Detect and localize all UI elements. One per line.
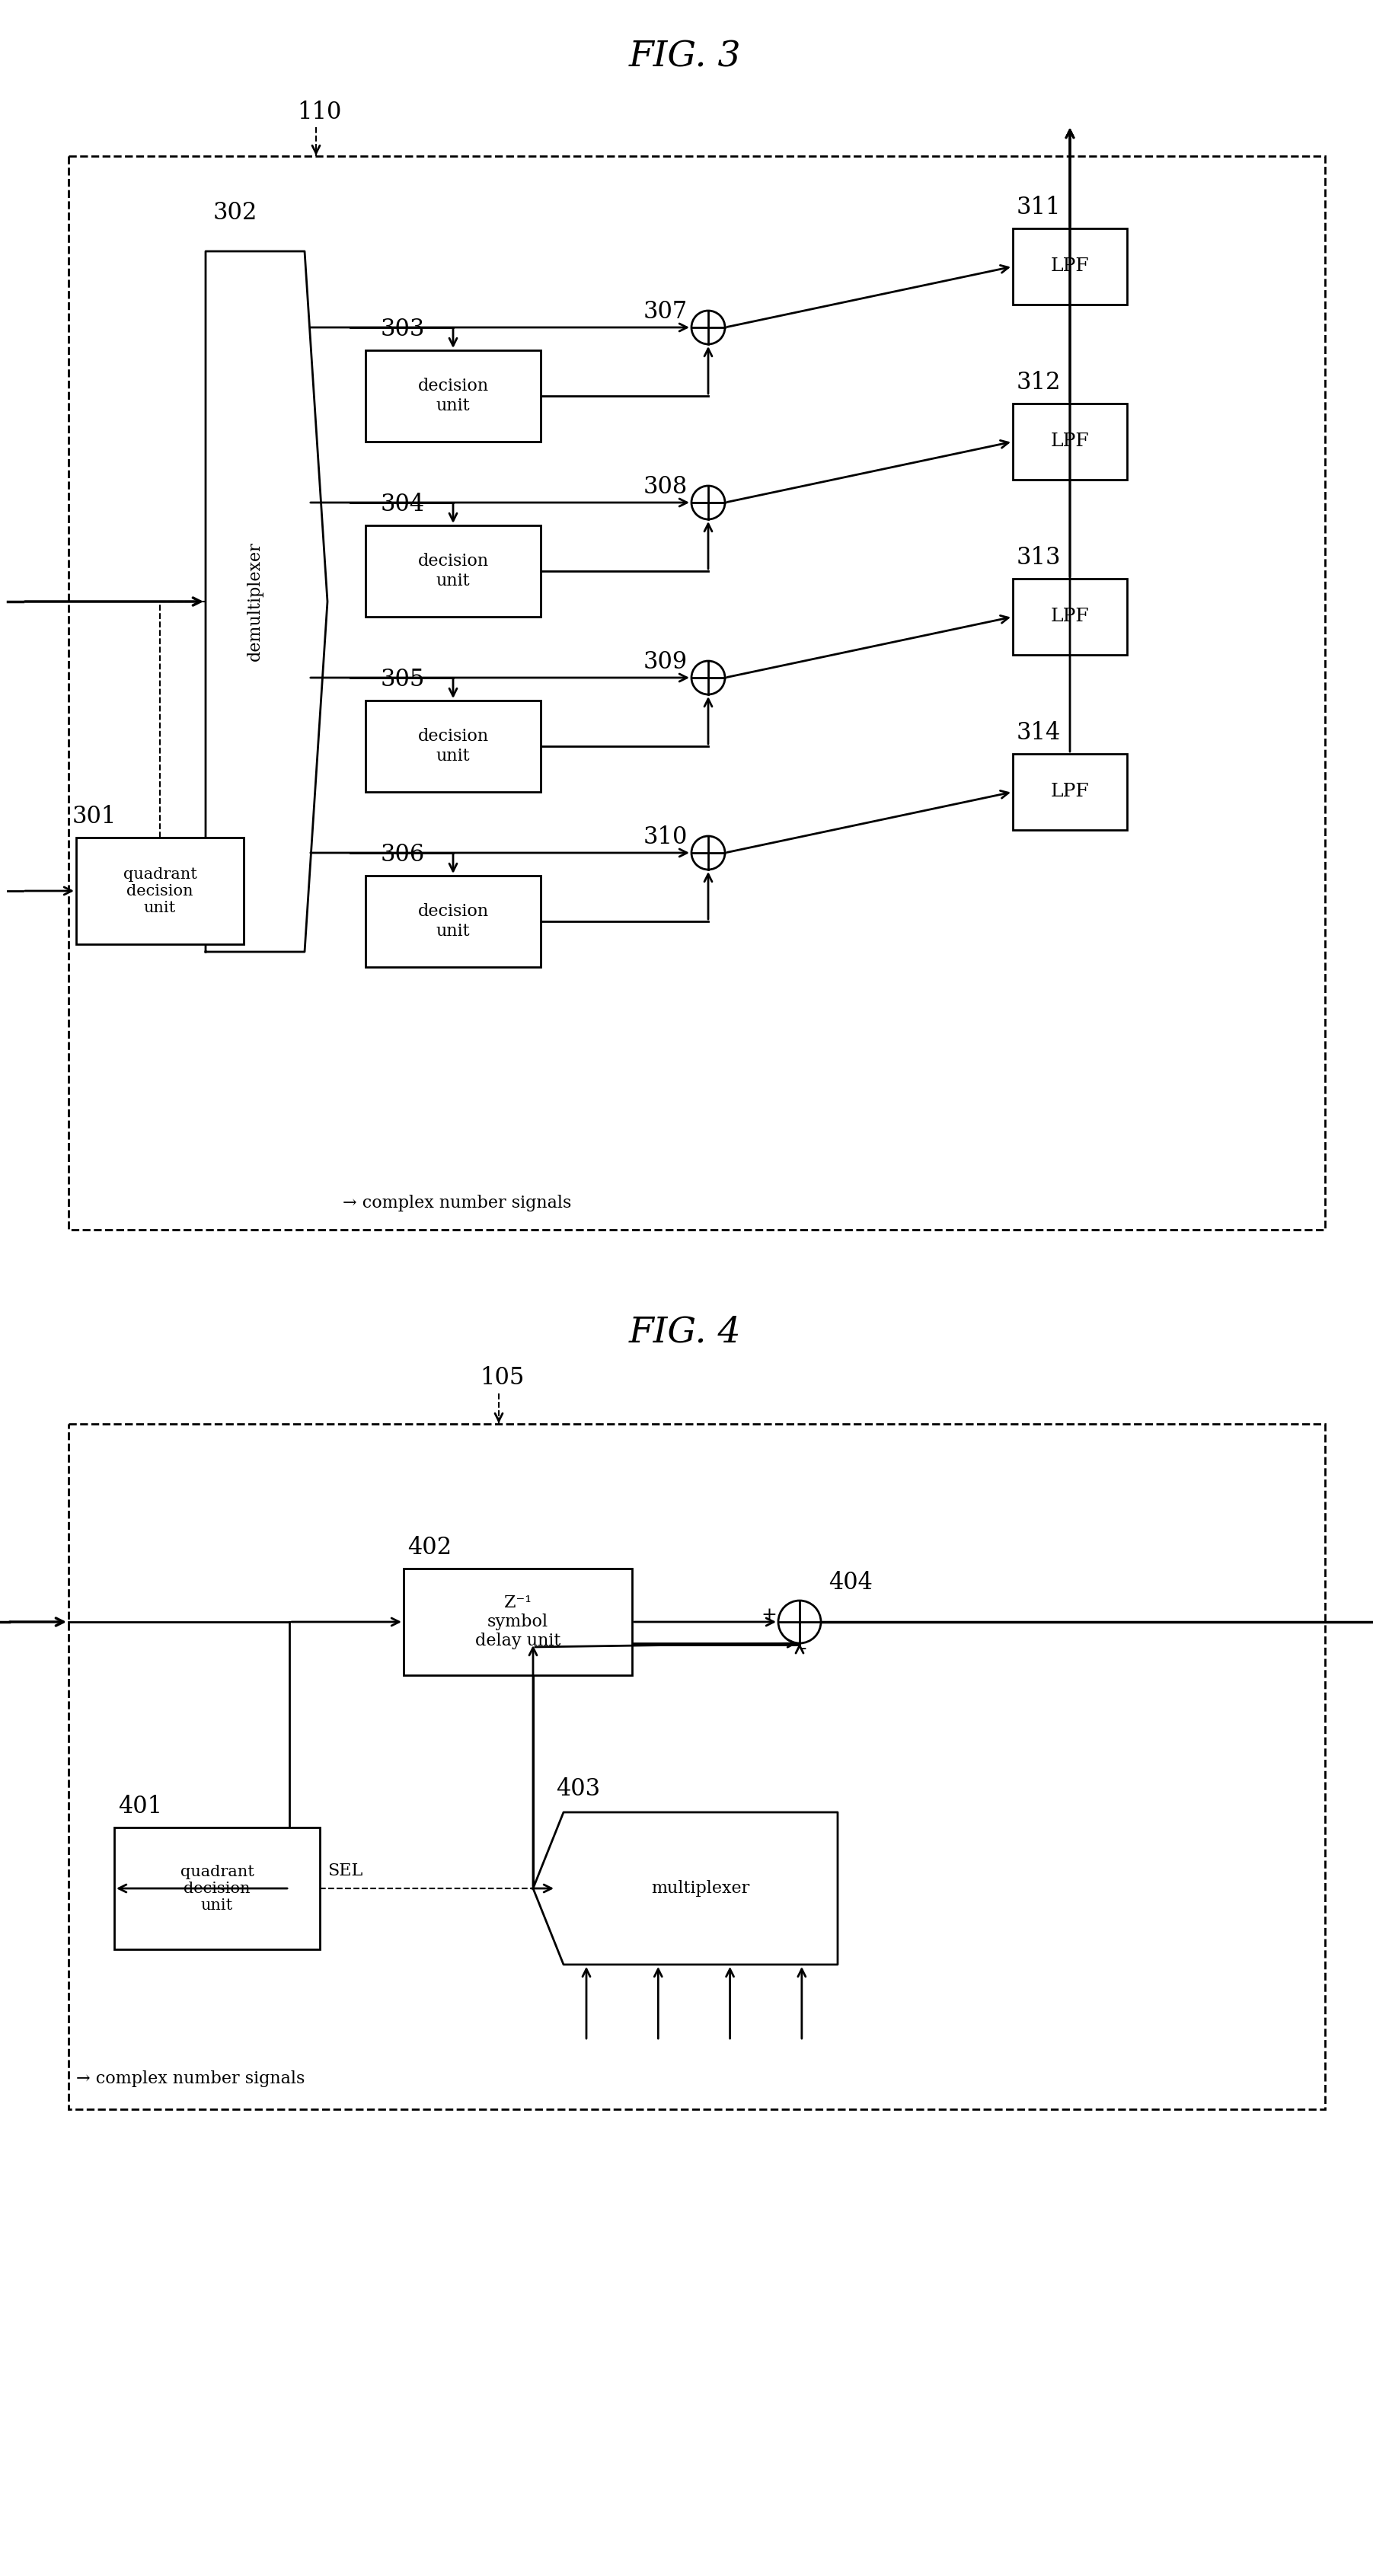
Text: 304: 304 xyxy=(380,492,426,515)
Text: quadrant
decision
unit: quadrant decision unit xyxy=(124,868,196,914)
Bar xyxy=(1013,404,1127,479)
Text: 305: 305 xyxy=(380,667,426,690)
Bar xyxy=(1013,580,1127,654)
Bar xyxy=(76,837,243,945)
Bar xyxy=(365,350,541,440)
Circle shape xyxy=(692,662,725,696)
Text: decision
unit: decision unit xyxy=(417,554,489,590)
Text: 105: 105 xyxy=(479,1365,524,1388)
Bar xyxy=(69,1425,1325,2110)
Text: → complex number signals: → complex number signals xyxy=(343,1195,571,1211)
Text: 303: 303 xyxy=(380,317,426,340)
Text: → complex number signals: → complex number signals xyxy=(76,2071,305,2087)
Text: SEL: SEL xyxy=(327,1862,362,1880)
Circle shape xyxy=(692,312,725,345)
Polygon shape xyxy=(206,252,327,951)
Text: decision
unit: decision unit xyxy=(417,904,489,940)
Text: 313: 313 xyxy=(1016,546,1061,569)
Text: multiplexer: multiplexer xyxy=(651,1880,750,1896)
Text: decision
unit: decision unit xyxy=(417,729,489,765)
Text: -: - xyxy=(800,1641,806,1659)
Bar xyxy=(365,526,541,616)
Text: quadrant
decision
unit: quadrant decision unit xyxy=(180,1865,254,1911)
Text: FIG. 3: FIG. 3 xyxy=(629,39,741,75)
Text: LPF: LPF xyxy=(1050,783,1089,801)
Bar xyxy=(365,876,541,966)
Polygon shape xyxy=(533,1814,838,1965)
Circle shape xyxy=(778,1600,821,1643)
Text: Z⁻¹
symbol
delay unit: Z⁻¹ symbol delay unit xyxy=(475,1595,560,1649)
Text: 312: 312 xyxy=(1016,371,1061,394)
Text: 402: 402 xyxy=(408,1535,452,1558)
Text: demultiplexer: demultiplexer xyxy=(247,541,264,662)
Text: 403: 403 xyxy=(556,1777,600,1801)
Circle shape xyxy=(692,487,725,520)
Text: 301: 301 xyxy=(73,804,117,829)
Text: LPF: LPF xyxy=(1050,433,1089,451)
Text: +: + xyxy=(761,1607,777,1625)
Text: decision
unit: decision unit xyxy=(417,379,489,415)
Text: 306: 306 xyxy=(380,842,426,866)
Circle shape xyxy=(692,837,725,871)
Text: 307: 307 xyxy=(644,299,688,325)
Text: LPF: LPF xyxy=(1050,608,1089,626)
Text: 401: 401 xyxy=(118,1795,162,1819)
Text: 302: 302 xyxy=(213,201,258,224)
Text: 110: 110 xyxy=(297,100,342,124)
Text: LPF: LPF xyxy=(1050,258,1089,276)
Bar xyxy=(69,157,1325,1229)
Bar xyxy=(1013,755,1127,829)
Bar xyxy=(365,701,541,791)
Bar xyxy=(404,1569,632,1674)
Text: 404: 404 xyxy=(828,1571,873,1595)
Bar xyxy=(1013,229,1127,304)
Text: 308: 308 xyxy=(644,474,688,500)
Text: 314: 314 xyxy=(1016,721,1061,744)
Text: 310: 310 xyxy=(643,824,688,850)
Bar xyxy=(114,1826,320,1950)
Text: 311: 311 xyxy=(1016,196,1061,219)
Text: FIG. 4: FIG. 4 xyxy=(629,1316,741,1350)
Text: 309: 309 xyxy=(644,649,688,675)
